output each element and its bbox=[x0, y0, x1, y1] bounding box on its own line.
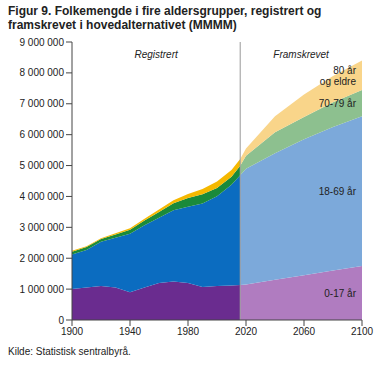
svg-text:1 000 000: 1 000 000 bbox=[20, 284, 65, 295]
svg-text:9 000 000: 9 000 000 bbox=[20, 37, 65, 48]
svg-text:0: 0 bbox=[58, 315, 64, 326]
svg-text:3 000 000: 3 000 000 bbox=[20, 222, 65, 233]
svg-text:Registrert: Registrert bbox=[134, 49, 179, 60]
svg-text:0-17 år: 0-17 år bbox=[324, 287, 356, 298]
svg-text:1900: 1900 bbox=[61, 326, 84, 337]
svg-text:7 000 000: 7 000 000 bbox=[20, 98, 65, 109]
svg-text:2 000 000: 2 000 000 bbox=[20, 253, 65, 264]
svg-text:5 000 000: 5 000 000 bbox=[20, 160, 65, 171]
svg-text:80 årog eldre: 80 årog eldre bbox=[320, 64, 357, 86]
svg-text:70-79 år: 70-79 år bbox=[319, 98, 357, 109]
html-text:Figur 9. Folkemengde i fire al: Figur 9. Folkemengde i fire aldersgruppe… bbox=[8, 4, 322, 32]
html-text:Kilde: Statistisk sentralbyrå.: Kilde: Statistisk sentralbyrå. bbox=[8, 346, 131, 357]
svg-text:2020: 2020 bbox=[235, 326, 258, 337]
svg-text:18-69 år: 18-69 år bbox=[319, 186, 357, 197]
svg-text:8 000 000: 8 000 000 bbox=[20, 67, 65, 78]
svg-text:2100: 2100 bbox=[351, 326, 374, 337]
svg-text:1940: 1940 bbox=[119, 326, 142, 337]
svg-text:6 000 000: 6 000 000 bbox=[20, 129, 65, 140]
svg-text:2060: 2060 bbox=[293, 326, 316, 337]
svg-text:Framskrevet: Framskrevet bbox=[273, 49, 330, 60]
svg-text:4 000 000: 4 000 000 bbox=[20, 191, 65, 202]
svg-text:1980: 1980 bbox=[177, 326, 200, 337]
